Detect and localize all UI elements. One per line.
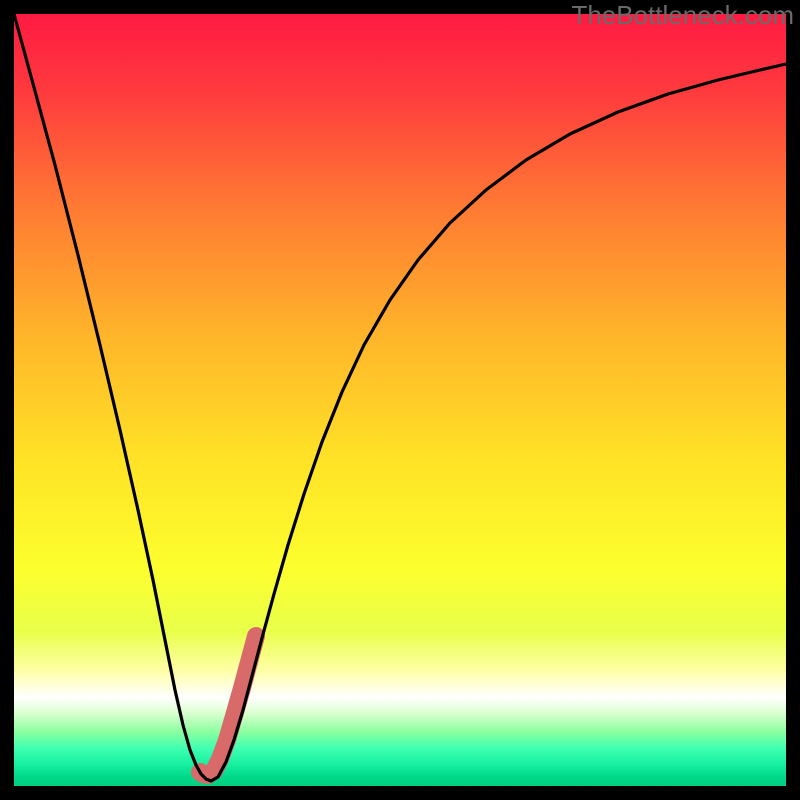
chart-stage: TheBottleneck.com xyxy=(0,0,800,800)
gradient-background xyxy=(14,14,786,786)
watermark-text: TheBottleneck.com xyxy=(571,0,794,31)
bottleneck-curve-chart xyxy=(0,0,800,800)
